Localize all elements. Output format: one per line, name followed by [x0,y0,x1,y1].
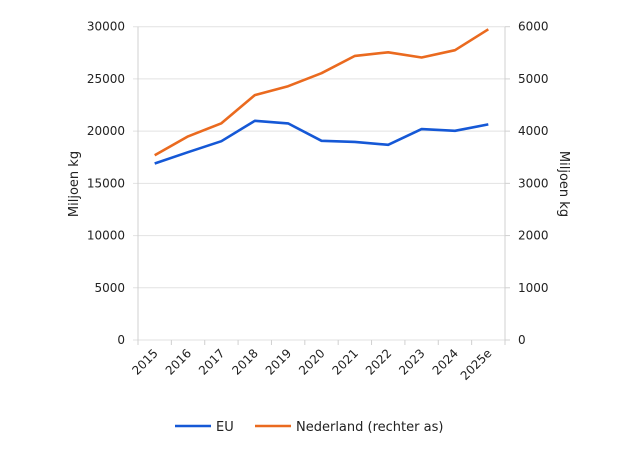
x-tick-label: 2021 [329,346,360,377]
x-tick-label: 2023 [396,346,427,377]
x-tick-label: 2016 [163,346,194,377]
x-tick-label: 2024 [430,346,461,377]
x-tick-label: 2020 [296,346,327,377]
left-tick-label: 25000 [87,72,125,86]
right-tick-label: 2000 [518,229,549,243]
x-tick-label: 2022 [363,346,394,377]
right-tick-label: 5000 [518,72,549,86]
left-tick-label: 10000 [87,229,125,243]
left-tick-label: 5000 [94,281,125,295]
right-tick-label: 3000 [518,176,549,190]
series-line-eu [154,119,489,165]
series-lines [154,28,489,165]
right-tick-label: 1000 [518,281,549,295]
x-tick-label: 2015 [129,346,160,377]
legend-label: EU [216,420,234,435]
x-tick-label: 2017 [196,346,227,377]
left-axis-ticks: 0 5000 10000 15000 20000 25000 30000 [87,20,125,347]
right-tick-label: 0 [518,333,526,347]
gridlines [133,26,510,341]
left-tick-label: 0 [117,333,125,347]
right-axis-title: Miljoen kg [556,151,571,217]
x-axis-ticks: 2015 2016 2017 2018 2019 2020 2021 2022 2023 2024… [129,340,506,383]
left-tick-label: 20000 [87,124,125,138]
left-axis-title: Miljoen kg [67,151,82,217]
series-line-nederland [154,28,489,157]
legend: EU Nederland (rechter as) [175,420,443,435]
right-tick-label: 6000 [518,20,549,34]
x-tick-label: 2019 [263,346,294,377]
right-tick-label: 4000 [518,124,549,138]
left-tick-label: 30000 [87,20,125,34]
left-tick-label: 15000 [87,176,125,190]
right-axis-ticks: 0 1000 2000 3000 4000 5000 6000 [518,20,549,347]
legend-label: Nederland (rechter as) [296,420,443,435]
x-tick-label: 2025e [458,346,495,383]
x-tick-label: 2018 [229,346,260,377]
